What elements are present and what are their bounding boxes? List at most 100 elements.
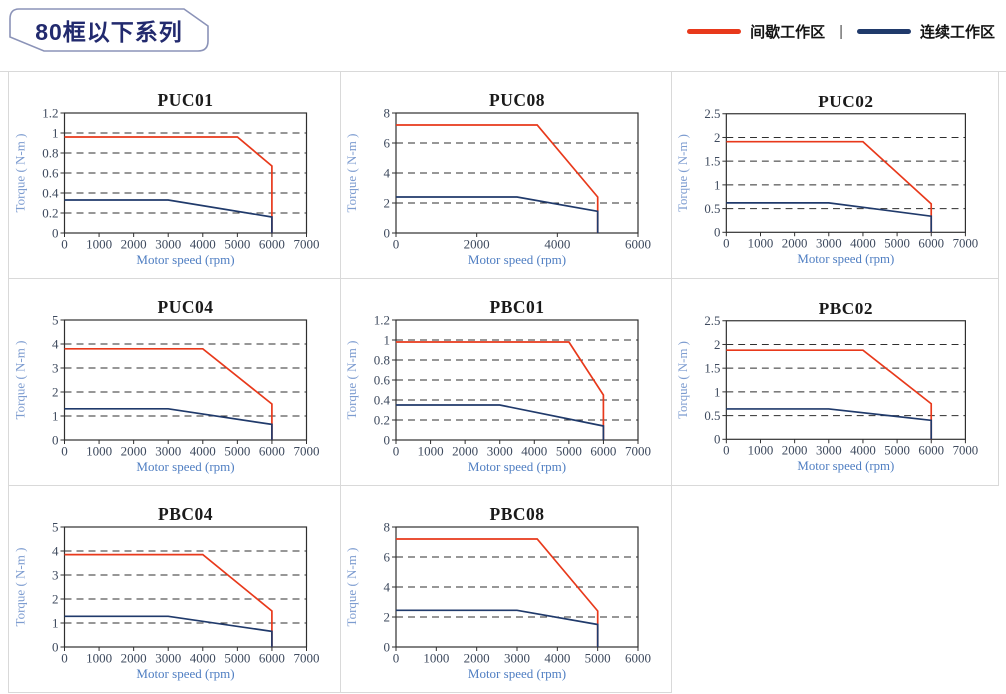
legend-label-continuous: 连续工作区 xyxy=(919,24,995,41)
y-tick-label: 5 xyxy=(52,520,59,535)
y-tick-label: 0.2 xyxy=(42,206,58,221)
x-tick-label: 1000 xyxy=(423,651,449,666)
x-tick-label: 3000 xyxy=(816,444,842,458)
series-line-intermittent xyxy=(64,136,273,233)
y-tick-label: 2.5 xyxy=(704,314,720,328)
y-tick-label: 4 xyxy=(52,544,59,559)
series-line-continuous xyxy=(396,404,605,440)
y-tick-label: 0.4 xyxy=(42,186,59,201)
y-tick-label: 0.8 xyxy=(374,353,390,368)
x-axis-label: Motor speed (rpm) xyxy=(136,666,234,681)
x-tick-label: 4000 xyxy=(521,444,547,459)
series-line-intermittent xyxy=(726,140,933,233)
x-tick-label: 6000 xyxy=(259,237,285,252)
plot-area: 0 1000 2000 3000 4000 5000 6000 7000 0 1 2 3 4 5 xyxy=(52,313,320,459)
x-axis-label: Motor speed (rpm) xyxy=(797,252,894,266)
series-line-intermittent xyxy=(396,538,599,647)
x-tick-label: 6000 xyxy=(625,651,651,666)
plot-border xyxy=(725,320,966,440)
x-tick-label: 4000 xyxy=(850,237,876,251)
y-tick-label: 0 xyxy=(384,433,391,448)
y-tick-label: 8 xyxy=(384,106,391,121)
x-axis-label: Motor speed (rpm) xyxy=(136,252,234,267)
x-tick-label: 0 xyxy=(393,651,400,666)
x-tick-label: 7000 xyxy=(953,237,979,251)
plot-area: 0 1000 2000 3000 4000 5000 6000 7000 0 0.2 0.4 0.6 0… xyxy=(42,106,319,252)
x-tick-label: 5000 xyxy=(224,651,250,666)
y-tick-label: 1 xyxy=(52,616,59,631)
x-tick-label: 5000 xyxy=(224,237,250,252)
x-tick-label: 3000 xyxy=(816,237,842,251)
chart-title: PUC01 xyxy=(158,90,214,110)
legend: 间歇工作区 | 连续工作区 xyxy=(687,21,995,42)
plot-area: 0 2000 4000 6000 0 2 4 6 8 xyxy=(384,106,652,252)
x-tick-label: 2000 xyxy=(452,444,478,459)
x-tick-label: 4000 xyxy=(190,237,216,252)
y-tick-label: 0 xyxy=(52,226,59,241)
x-tick-label: 5000 xyxy=(556,444,582,459)
x-tick-label: 0 xyxy=(393,237,400,252)
chart-puc02: PUC02 Motor speed (rpm) Torque ( N-m ) 0… xyxy=(672,72,999,279)
x-tick-label: 3000 xyxy=(504,651,530,666)
chart-puc01: PUC01 Motor speed (rpm) Torque ( N-m ) 0… xyxy=(9,72,341,279)
y-tick-label: 2 xyxy=(384,196,391,211)
x-tick-label: 7000 xyxy=(294,237,320,252)
chart-pbc04: PBC04 Motor speed (rpm) Torque ( N-m ) 0… xyxy=(9,486,341,693)
y-tick-label: 1 xyxy=(52,126,59,141)
y-tick-label: 1.5 xyxy=(704,155,720,169)
y-tick-label: 5 xyxy=(52,313,59,328)
y-axis-label: Torque ( N-m ) xyxy=(344,341,359,420)
x-tick-label: 1000 xyxy=(748,444,774,458)
plot-border xyxy=(63,526,308,648)
x-tick-label: 2000 xyxy=(782,237,808,251)
intermittent-line-icon xyxy=(687,29,742,34)
legend-separator: | xyxy=(839,23,843,40)
x-tick-label: 0 xyxy=(61,237,68,252)
y-tick-label: 2 xyxy=(52,592,59,607)
series-line-continuous xyxy=(64,199,273,233)
y-tick-label: 0 xyxy=(52,433,59,448)
x-tick-label: 7000 xyxy=(294,651,320,666)
x-tick-label: 4000 xyxy=(190,651,216,666)
plot-area: 0 1000 2000 3000 4000 5000 6000 7000 0 1 2 3 4 5 xyxy=(52,520,320,666)
x-tick-label: 7000 xyxy=(294,444,320,459)
y-tick-label: 0.6 xyxy=(42,166,59,181)
legend-label-intermittent: 间歇工作区 xyxy=(750,24,826,41)
x-tick-label: 0 xyxy=(723,444,729,458)
series-line-continuous xyxy=(726,202,933,233)
x-tick-label: 3000 xyxy=(487,444,513,459)
x-tick-label: 0 xyxy=(61,651,68,666)
series-line-continuous xyxy=(64,407,273,440)
x-tick-label: 5000 xyxy=(585,651,611,666)
plot-area: 0 1000 2000 3000 4000 5000 6000 7000 0 0.2 0.4 0.6 0… xyxy=(374,313,651,459)
y-tick-label: 2.5 xyxy=(704,107,720,121)
y-tick-label: 0 xyxy=(384,226,391,241)
chart-pbc02: PBC02 Motor speed (rpm) Torque ( N-m ) 0… xyxy=(672,279,999,486)
x-tick-label: 1000 xyxy=(748,237,774,251)
y-tick-label: 1 xyxy=(52,409,59,424)
x-axis-label: Motor speed (rpm) xyxy=(468,252,566,267)
series-line-continuous xyxy=(726,408,933,440)
x-tick-label: 7000 xyxy=(625,444,651,459)
y-tick-label: 0 xyxy=(52,640,59,655)
x-tick-label: 0 xyxy=(723,237,729,251)
plot-area: 0 1000 2000 3000 4000 5000 6000 7000 0 0.5 1 1.5 2 2.… xyxy=(704,314,978,457)
y-tick-label: 4 xyxy=(384,166,391,181)
y-tick-label: 3 xyxy=(52,568,59,583)
y-tick-label: 2 xyxy=(714,338,720,352)
x-tick-label: 6000 xyxy=(259,651,285,666)
x-tick-label: 0 xyxy=(393,444,400,459)
y-axis-label: Torque ( N-m ) xyxy=(676,341,690,419)
x-tick-label: 4000 xyxy=(544,651,570,666)
chart-title: PUC02 xyxy=(818,92,873,111)
x-axis-label: Motor speed (rpm) xyxy=(136,459,234,474)
series-line-intermittent xyxy=(64,347,273,440)
series-line-intermittent xyxy=(396,124,599,233)
x-tick-label: 5000 xyxy=(884,444,910,458)
y-tick-label: 3 xyxy=(52,361,59,376)
x-tick-label: 2000 xyxy=(121,444,147,459)
plot-border xyxy=(63,319,308,441)
series-line-intermittent xyxy=(396,341,605,440)
x-tick-label: 1000 xyxy=(418,444,444,459)
empty-grid-cell xyxy=(672,486,999,693)
